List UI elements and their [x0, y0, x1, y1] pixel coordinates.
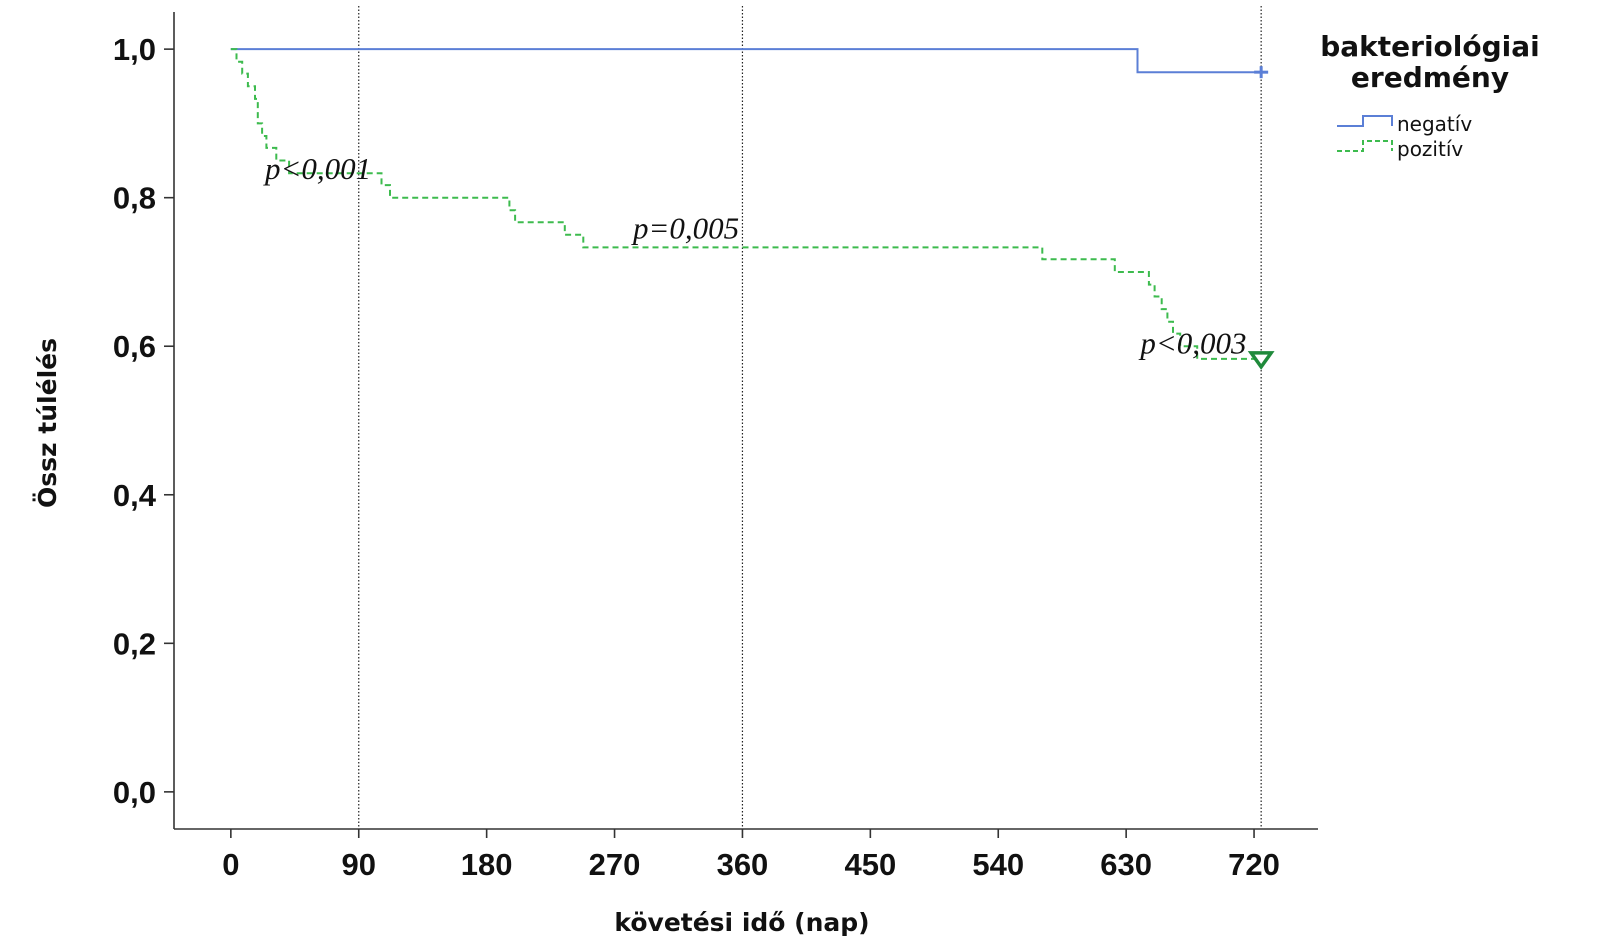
- x-tick-label-90: 90: [342, 847, 376, 882]
- x-tick-label-270: 270: [589, 847, 641, 882]
- x-tick-label-450: 450: [844, 847, 896, 882]
- x-tick-label-180: 180: [461, 847, 513, 882]
- legend-label-negatív: negatív: [1397, 112, 1472, 136]
- legend-title-line-2: eredmény: [1351, 61, 1509, 94]
- legend-swatch-negatív: [1337, 115, 1393, 127]
- y-tick-label-0,4: 0,4: [113, 478, 157, 513]
- x-tick-label-360: 360: [717, 847, 769, 882]
- reference-lines: [358, 6, 1262, 829]
- x-tick-label-0: 0: [222, 847, 239, 882]
- x-tick-label-540: 540: [972, 847, 1024, 882]
- legend-title-line-1: bakteriológiai: [1320, 30, 1540, 63]
- x-axis-label: követési idő (nap): [614, 908, 869, 936]
- p-value-annotations: p<0,001 p=0,005 p<0,003: [263, 151, 1247, 361]
- y-tick-label-0,6: 0,6: [113, 329, 156, 364]
- p-value-annotation-1: p<0,001: [263, 151, 371, 186]
- curve-pozitív: [230, 48, 1262, 360]
- censor-marker-negatív: [1254, 66, 1269, 79]
- axes: 0 90 180 270 360 450 540 630 720 0,0 0,2 0,4 0,6 0,8 1…: [113, 12, 1318, 882]
- p-value-annotation-3: p<0,003: [1138, 326, 1246, 361]
- y-tick-label-0,2: 0,2: [113, 626, 156, 661]
- y-tick-label-0,0: 0,0: [113, 775, 156, 810]
- survival-curves: [230, 48, 1275, 370]
- x-tick-label-720: 720: [1228, 847, 1280, 882]
- legend-label-pozitív: pozitív: [1397, 137, 1463, 161]
- censor-marker-pozitív: [1247, 351, 1275, 370]
- legend-swatch-pozitív: [1337, 140, 1393, 152]
- p-value-annotation-2: p=0,005: [631, 211, 739, 246]
- y-tick-label-1,0: 1,0: [113, 32, 156, 67]
- y-tick-label-0,8: 0,8: [113, 181, 156, 216]
- y-axis-label: Össz túlélés: [32, 338, 62, 508]
- curve-negatív: [230, 48, 1262, 74]
- x-tick-label-630: 630: [1100, 847, 1152, 882]
